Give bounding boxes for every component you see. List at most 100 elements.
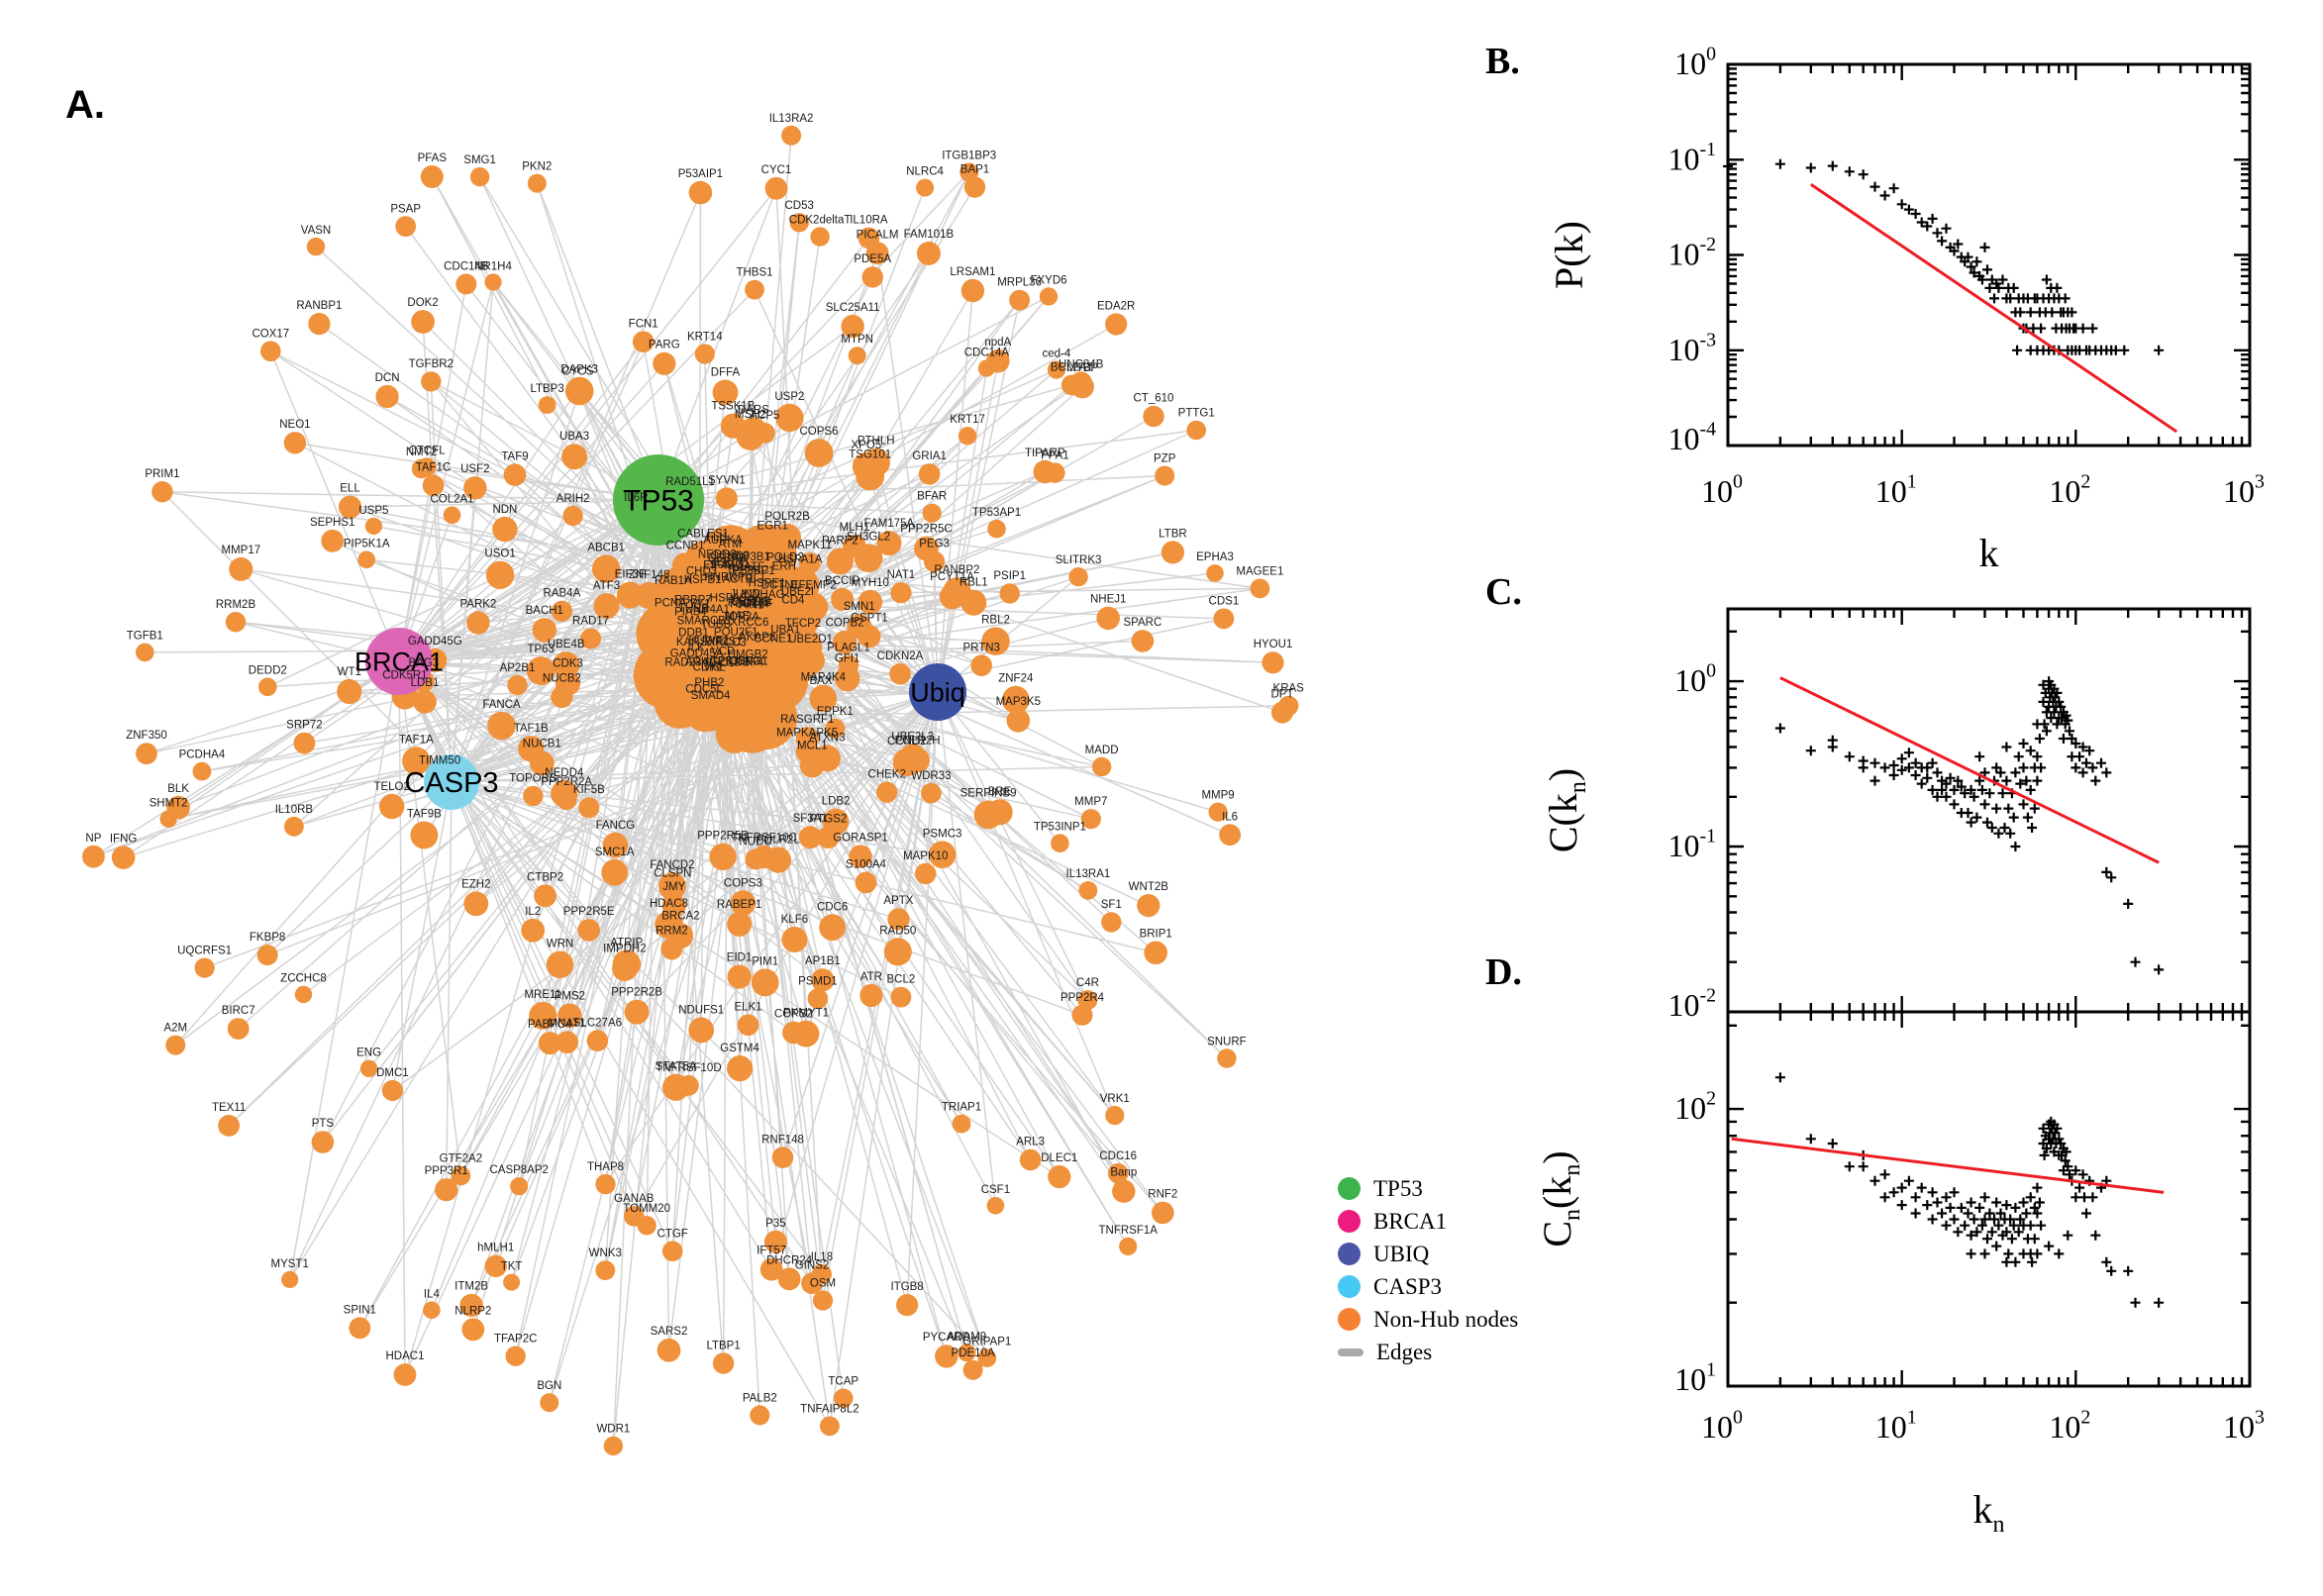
gene-label: MNAT1 (549, 1018, 586, 1030)
network-node (1105, 313, 1128, 336)
gene-label: IL10RB (275, 804, 314, 816)
gene-label: DCTN1 (761, 580, 799, 592)
network-node (510, 1177, 529, 1196)
axis-tick-label: 101 (1875, 1407, 1917, 1445)
gene-label: UQCRFS1 (177, 945, 232, 956)
network-node (455, 273, 477, 295)
network-node (624, 999, 650, 1025)
network-node (833, 630, 858, 654)
axis-tick-label: 10-1 (1667, 139, 1716, 176)
network-node (294, 985, 313, 1004)
network-node (592, 554, 621, 583)
gene-label: ZNF148 (629, 569, 670, 581)
gene-label: CTCFL (409, 445, 447, 456)
hub-label-tp53: TP53 (623, 485, 694, 518)
network-node (410, 821, 439, 849)
network-node (435, 1178, 458, 1202)
network-node (402, 747, 431, 775)
gene-label: PMS2 (555, 990, 585, 1002)
gene-label: CDC14B (444, 260, 489, 272)
network-node (694, 344, 715, 364)
network-node (848, 347, 866, 365)
gene-label: CT_610 (1134, 393, 1174, 405)
network-node (484, 273, 502, 291)
gene-label: CHD3 (686, 566, 717, 578)
gene-label: MYST1 (271, 1258, 309, 1270)
network-node (532, 618, 556, 643)
gene-label: SF3A1 (793, 813, 828, 825)
gene-label: SYVN1 (708, 474, 746, 486)
gene-label: NLRP2 (454, 1305, 491, 1317)
gene-label: SLC27A6 (573, 1017, 622, 1029)
gene-label: SRP72 (286, 720, 322, 732)
network-node (854, 544, 883, 572)
gene-label: TIMM50 (419, 755, 460, 767)
gene-label: ATF3 (593, 580, 620, 592)
network-node (593, 593, 620, 620)
network-node (1208, 802, 1228, 822)
gene-label: PSIP1 (993, 570, 1026, 582)
network-node (595, 1173, 616, 1195)
gene-label: CSF1 (981, 1184, 1010, 1196)
gene-label: PIP5K1A (344, 539, 390, 550)
gene-label: DFFA (711, 367, 741, 379)
gene-label: CDK2deltaT (789, 214, 852, 226)
gene-label: TP53BP2 (711, 656, 759, 668)
gene-label: ATM (719, 539, 742, 550)
gene-label: LTBP3 (530, 383, 563, 395)
gene-label: TOMM20 (623, 1203, 670, 1215)
gene-label: POLR2H (895, 735, 941, 747)
gene-label: ACP5 (750, 410, 779, 422)
gene-label: SH3GL2 (847, 532, 890, 544)
gene-label: PEG3 (919, 539, 950, 550)
network-node (225, 612, 247, 633)
gene-label: CABLES1 (677, 529, 729, 541)
network-node (916, 178, 935, 197)
network-node (459, 1293, 483, 1318)
network-node (841, 314, 864, 339)
gene-label: COX17 (252, 328, 289, 340)
axis-title: kn​ (1973, 1487, 2005, 1538)
gene-label: ZCCHC8 (280, 973, 327, 985)
gene-label: P35 (765, 1218, 785, 1230)
gene-label: TP53BP1 (726, 565, 774, 577)
network-node (838, 654, 859, 675)
gene-label: CDK5R1 (382, 670, 427, 682)
network-node (1131, 630, 1155, 652)
network-node (1262, 651, 1284, 674)
gene-label: NEO1 (279, 419, 310, 431)
gene-label: DARS (738, 404, 769, 416)
gene-label: AKAP8 (739, 632, 775, 644)
gene-label: HSPA1A (778, 554, 823, 566)
network-node (766, 564, 804, 602)
gene-label: GFI1 (835, 653, 860, 665)
gene-label: NR1H4 (474, 260, 512, 272)
network-node (746, 611, 769, 635)
gene-label: IL2 (525, 906, 541, 918)
network-node (712, 379, 739, 406)
network-node (1144, 941, 1167, 965)
network-node (1091, 756, 1112, 777)
gene-label: KLF6 (781, 914, 809, 926)
gene-label: KIF5B (573, 784, 605, 796)
axis-tick-label: 100 (1701, 471, 1743, 509)
panel-label-b: B. (1485, 41, 1520, 82)
network-node (601, 858, 629, 886)
gene-label: AATF (737, 561, 765, 573)
network-node (580, 628, 602, 649)
network-node (258, 677, 277, 697)
gene-label: TDG (746, 596, 769, 608)
network-node (745, 279, 764, 300)
gene-label: BRCA2 (661, 910, 699, 922)
panel-label-a: A. (65, 83, 105, 127)
network-node (229, 556, 253, 581)
network-node (653, 351, 676, 375)
network-node (939, 584, 965, 610)
scatter-points (1723, 158, 2165, 355)
network-node (977, 359, 996, 377)
network-node (958, 427, 977, 446)
gene-label: CDK3 (553, 658, 583, 670)
gene-label: COPS6 (800, 426, 839, 438)
gene-label: WDR1 (596, 1424, 630, 1436)
gene-label: TKT (501, 1261, 523, 1273)
